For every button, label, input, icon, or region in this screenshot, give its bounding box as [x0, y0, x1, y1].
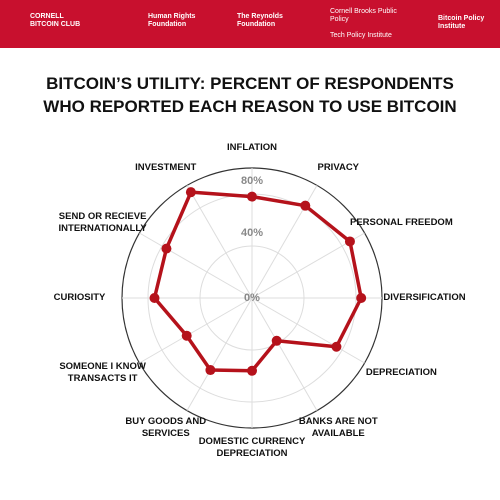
radar-line: [152, 190, 363, 373]
logo: CORNELL BITCOIN CLUB: [30, 13, 81, 28]
category-label: DEPRECIATION: [365, 367, 437, 378]
category-label: DOMESTIC CURRENCY DEPRECIATION: [198, 436, 306, 459]
data-point: [149, 293, 160, 303]
data-point: [161, 243, 172, 254]
data-point: [271, 335, 282, 346]
category-label: PRIVACY: [317, 162, 360, 174]
category-label: BANKS ARE NOT AVAILABLE: [298, 415, 378, 439]
spoke: [251, 297, 318, 411]
logo: Human Rights Foundation: [148, 13, 196, 28]
header-banner: CORNELL BITCOIN CLUB Human Rights Founda…: [0, 0, 500, 48]
data-point: [185, 187, 196, 198]
data-point: [205, 365, 216, 376]
spoke: [186, 185, 253, 299]
data-point: [331, 341, 342, 352]
logo: The Reynolds Foundation: [237, 13, 283, 28]
category-label: INFLATION: [227, 142, 277, 153]
data-point: [181, 330, 192, 341]
logo: Bitcoin Policy Institute: [438, 15, 485, 30]
data-point: [356, 293, 367, 303]
category-label: BUY GOODS AND SERVICES: [125, 415, 207, 439]
y-tick-label: 40%: [241, 227, 263, 239]
category-label: SOMEONE I KNOW TRANSACTS IT: [59, 361, 146, 384]
category-label: INVESTMENT: [135, 162, 197, 174]
category-label: CURIOSITY: [53, 292, 106, 303]
y-tick-label: 0%: [244, 292, 260, 304]
data-point: [247, 365, 257, 376]
chart-title: BITCOIN’S UTILITY: PERCENT OF RESPONDENT…: [43, 74, 457, 116]
data-point: [247, 191, 257, 202]
spoke: [186, 297, 253, 411]
category-label: DIVERSIFICATION: [383, 292, 466, 303]
spoke: [139, 297, 253, 364]
logo: Cornell Brooks Public Policy: [330, 8, 397, 23]
spoke: [251, 297, 365, 364]
data-point: [300, 200, 311, 211]
category-label: SEND OR RECIEVE INTERNATIONALLY: [58, 211, 147, 234]
grid-ring: [199, 245, 305, 351]
data-point: [344, 236, 355, 247]
category-label: PERSONAL FREEDOM: [349, 217, 453, 228]
y-tick-label: 80%: [241, 175, 263, 187]
spoke: [139, 232, 253, 299]
logo-subtext: Tech Policy Institute: [330, 32, 392, 39]
